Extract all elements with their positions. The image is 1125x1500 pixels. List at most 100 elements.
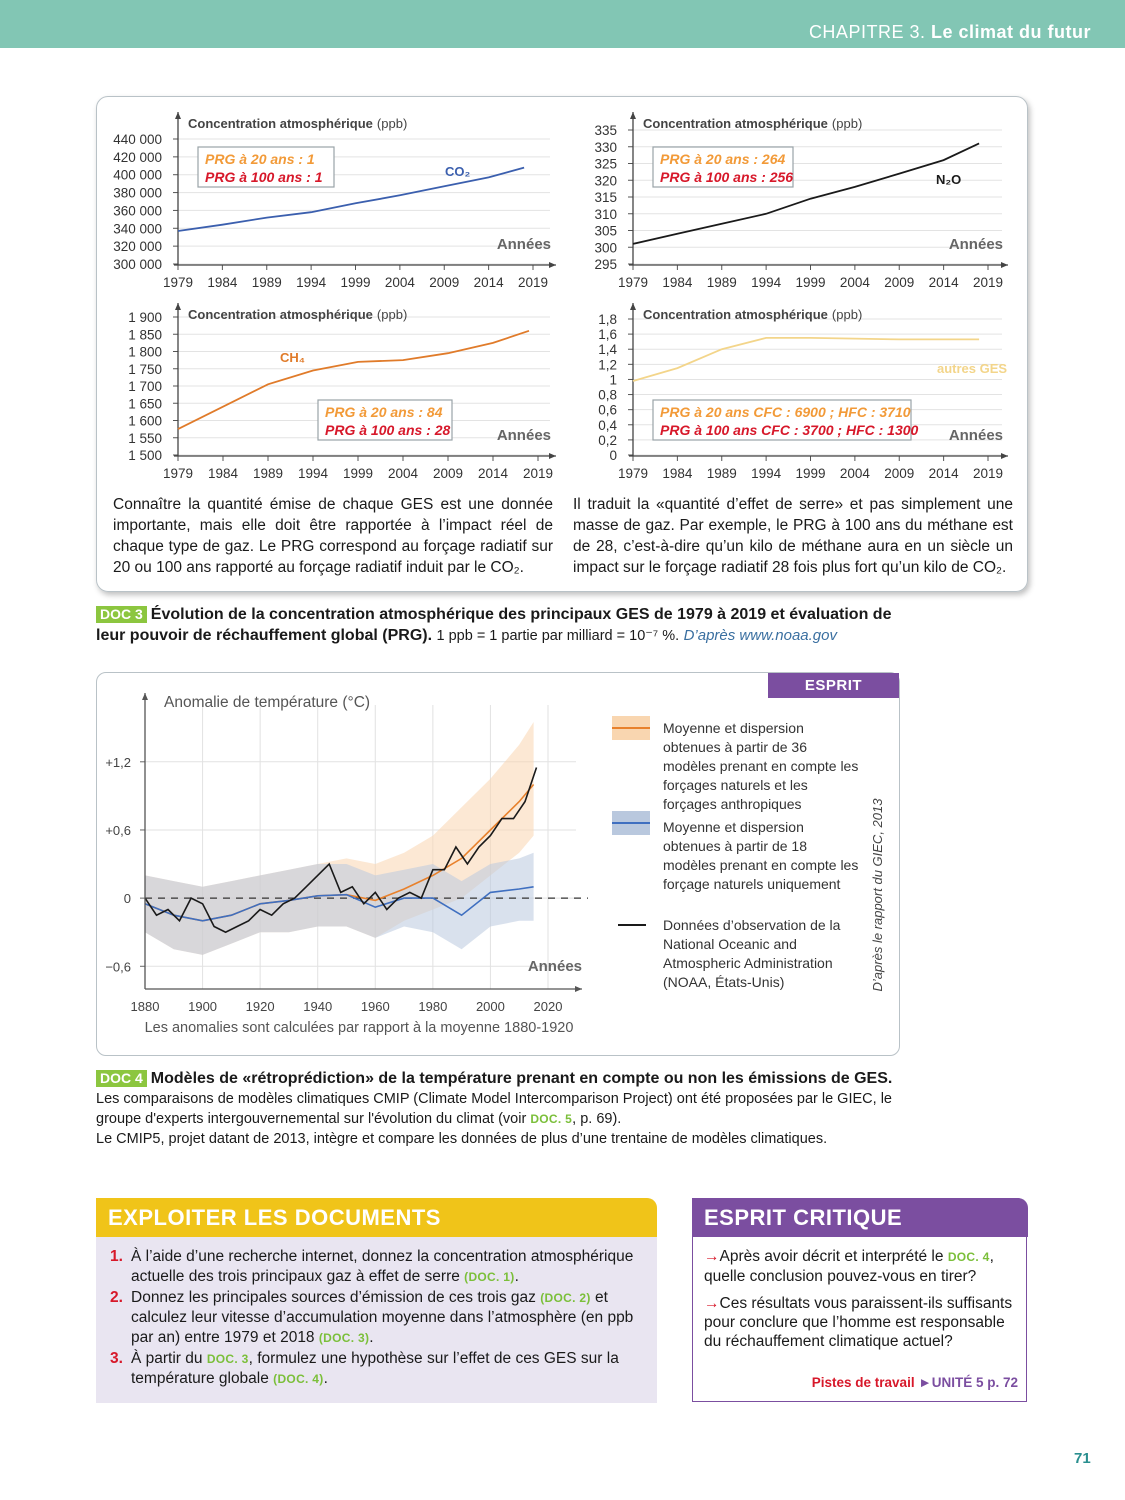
x-tick-label: 2009 [429,275,459,290]
doc-reference: DOC. 3 [206,1352,249,1366]
x-tick-label: 2009 [884,275,914,290]
caption-body: Le CMIP5, projet datant de 2013, intègre… [96,1131,828,1147]
y-tick-label: 295 [594,257,617,272]
y-tick-label: 1 700 [128,379,162,394]
y-axis-label: Concentration atmosphérique (ppb) [643,116,862,131]
axis-arrow [142,693,148,700]
critique-item: Après avoir décrit et interprété le DOC.… [704,1247,1022,1286]
data-line [144,886,534,922]
annotation-box [197,146,335,188]
chapter-title: Le climat du futur [930,22,1091,42]
x-axis-label: Années [949,427,1003,444]
y-tick-label: 0 [609,448,617,463]
x-tick-label: 1979 [618,466,648,481]
x-tick-label: 1999 [343,466,373,481]
y-tick-label: +1,2 [105,755,131,770]
x-tick-label: 1900 [188,999,217,1014]
exercise-title: EXPLOITER LES DOCUMENTS [96,1198,657,1237]
doc3-text-left: Connaître la quantité émise de chaque GE… [113,496,553,576]
axis-arrow [575,986,582,992]
doc-reference: (DOC. 2) [540,1291,591,1305]
annotation: PRG à 20 ans CFC : 6900 ; HFC : 3710 [660,404,911,420]
x-tick-label: 2004 [840,275,871,290]
data-line [177,329,530,430]
annotation: PRG à 100 ans : 256 [660,169,793,185]
x-tick-label: 1979 [163,466,193,481]
dispersion-band [145,852,534,955]
x-tick-label: 1960 [361,999,390,1014]
y-tick-label: −0,6 [105,959,131,974]
x-axis-label: Années [497,427,551,444]
footer-link[interactable]: UNITÉ 5 p. 72 [918,1375,1018,1390]
x-tick-label: 1994 [298,466,329,481]
exercise-item: 2. Donnez les principales sources d’émiss… [110,1288,640,1348]
critique-list: Après avoir décrit et interprété le DOC.… [704,1247,1022,1359]
x-tick-label: 1940 [303,999,332,1014]
x-tick-label: 2019 [973,275,1003,290]
y-unit: (ppb) [377,307,407,322]
y-tick-label: 1 500 [128,448,162,463]
x-tick-label: 1989 [707,466,737,481]
esprit-badge: ESPRIT CRITIQUE [768,673,899,719]
text-run: , formulez une hypothèse sur l’effet de … [131,1350,619,1387]
x-tick-label: 2000 [476,999,505,1014]
text-run: À partir du [131,1350,207,1367]
data-line [177,166,525,232]
annotation: PRG à 100 ans : 1 [205,169,323,185]
data-line [632,142,980,245]
legend-entry: Moyenne et dispersion obtenues à partir … [663,720,859,812]
x-tick-label: 2014 [929,466,960,481]
series-label: autres GES [937,361,1007,376]
y-tick-label: 305 [594,224,617,239]
item-text: À partir du DOC. 3, formulez une hypothè… [131,1349,640,1389]
exercise-item: 1. À l’aide d’une recherche internet, don… [110,1247,640,1287]
x-tick-label: 1979 [163,275,193,290]
x-tick-label: 2004 [388,466,419,481]
y-tick-label: 0,6 [598,403,617,418]
caption-title: Évolution de la concentration atmosphéri… [96,606,892,644]
chapter: CHAPITRE 3. [808,22,926,42]
critique-item: Ces résultats vous paraissent-ils suffis… [704,1294,1022,1351]
x-axis-label: Années [497,236,551,253]
x-tick-label: 1989 [253,466,283,481]
annotation-box [652,146,794,188]
text-run: Donnez les principales sources d’émissio… [131,1289,541,1306]
text-run: Ces résultats vous paraissent-ils suffis… [704,1295,1013,1350]
y-tick-label: 400 000 [113,168,162,183]
source: D’après le rapport du GIEC, 2013 [870,798,885,992]
y-tick-label: 360 000 [113,203,162,218]
x-axis-label: Années [528,958,582,975]
y-label: Concentration atmosphérique [188,307,373,322]
exercise-list: 1. À l’aide d’une recherche internet, don… [110,1247,640,1390]
y-tick-label: 1,2 [598,357,617,372]
y-tick-label: 1 750 [128,362,162,377]
x-tick-label: 1984 [662,466,693,481]
text-run: . [323,1370,328,1387]
annotation: PRG à 100 ans : 28 [325,422,451,438]
doc-reference: DOC. 4 [947,1250,990,1264]
y-label: Concentration atmosphérique [188,116,373,131]
y-tick-label: 315 [594,190,617,205]
text-run: , p. 69). [572,1111,622,1127]
footer-label: Pistes de travail [811,1375,915,1390]
x-tick-label: 2014 [474,275,505,290]
y-label: Concentration atmosphérique [643,307,828,322]
y-tick-label: 1 [609,372,617,387]
y-axis-label: Concentration atmosphérique (ppb) [643,307,862,322]
legend-entry: Données d’observation de la National Oce… [663,917,841,990]
caption-title: Modèles de «rétroprédiction» de la tempé… [150,1070,893,1087]
item-number: 1. [110,1248,123,1265]
x-tick-label: 2014 [478,466,509,481]
x-tick-label: 2020 [534,999,563,1014]
x-tick-label: 2004 [840,466,871,481]
text-run: et calculez leur vitesse d’accumulation … [131,1289,634,1346]
x-axis-label: Années [949,236,1003,253]
x-tick-label: 1994 [751,275,782,290]
annotation: PRG à 20 ans : 1 [205,151,315,167]
page-number: 71 [1074,1450,1091,1467]
series-label: CH₄ [280,350,305,365]
axis-arrow [1001,262,1008,268]
text-run: Après avoir décrit et interprété le [719,1248,948,1265]
x-tick-label: 1980 [418,999,447,1014]
y-tick-label: 1,8 [598,312,617,327]
